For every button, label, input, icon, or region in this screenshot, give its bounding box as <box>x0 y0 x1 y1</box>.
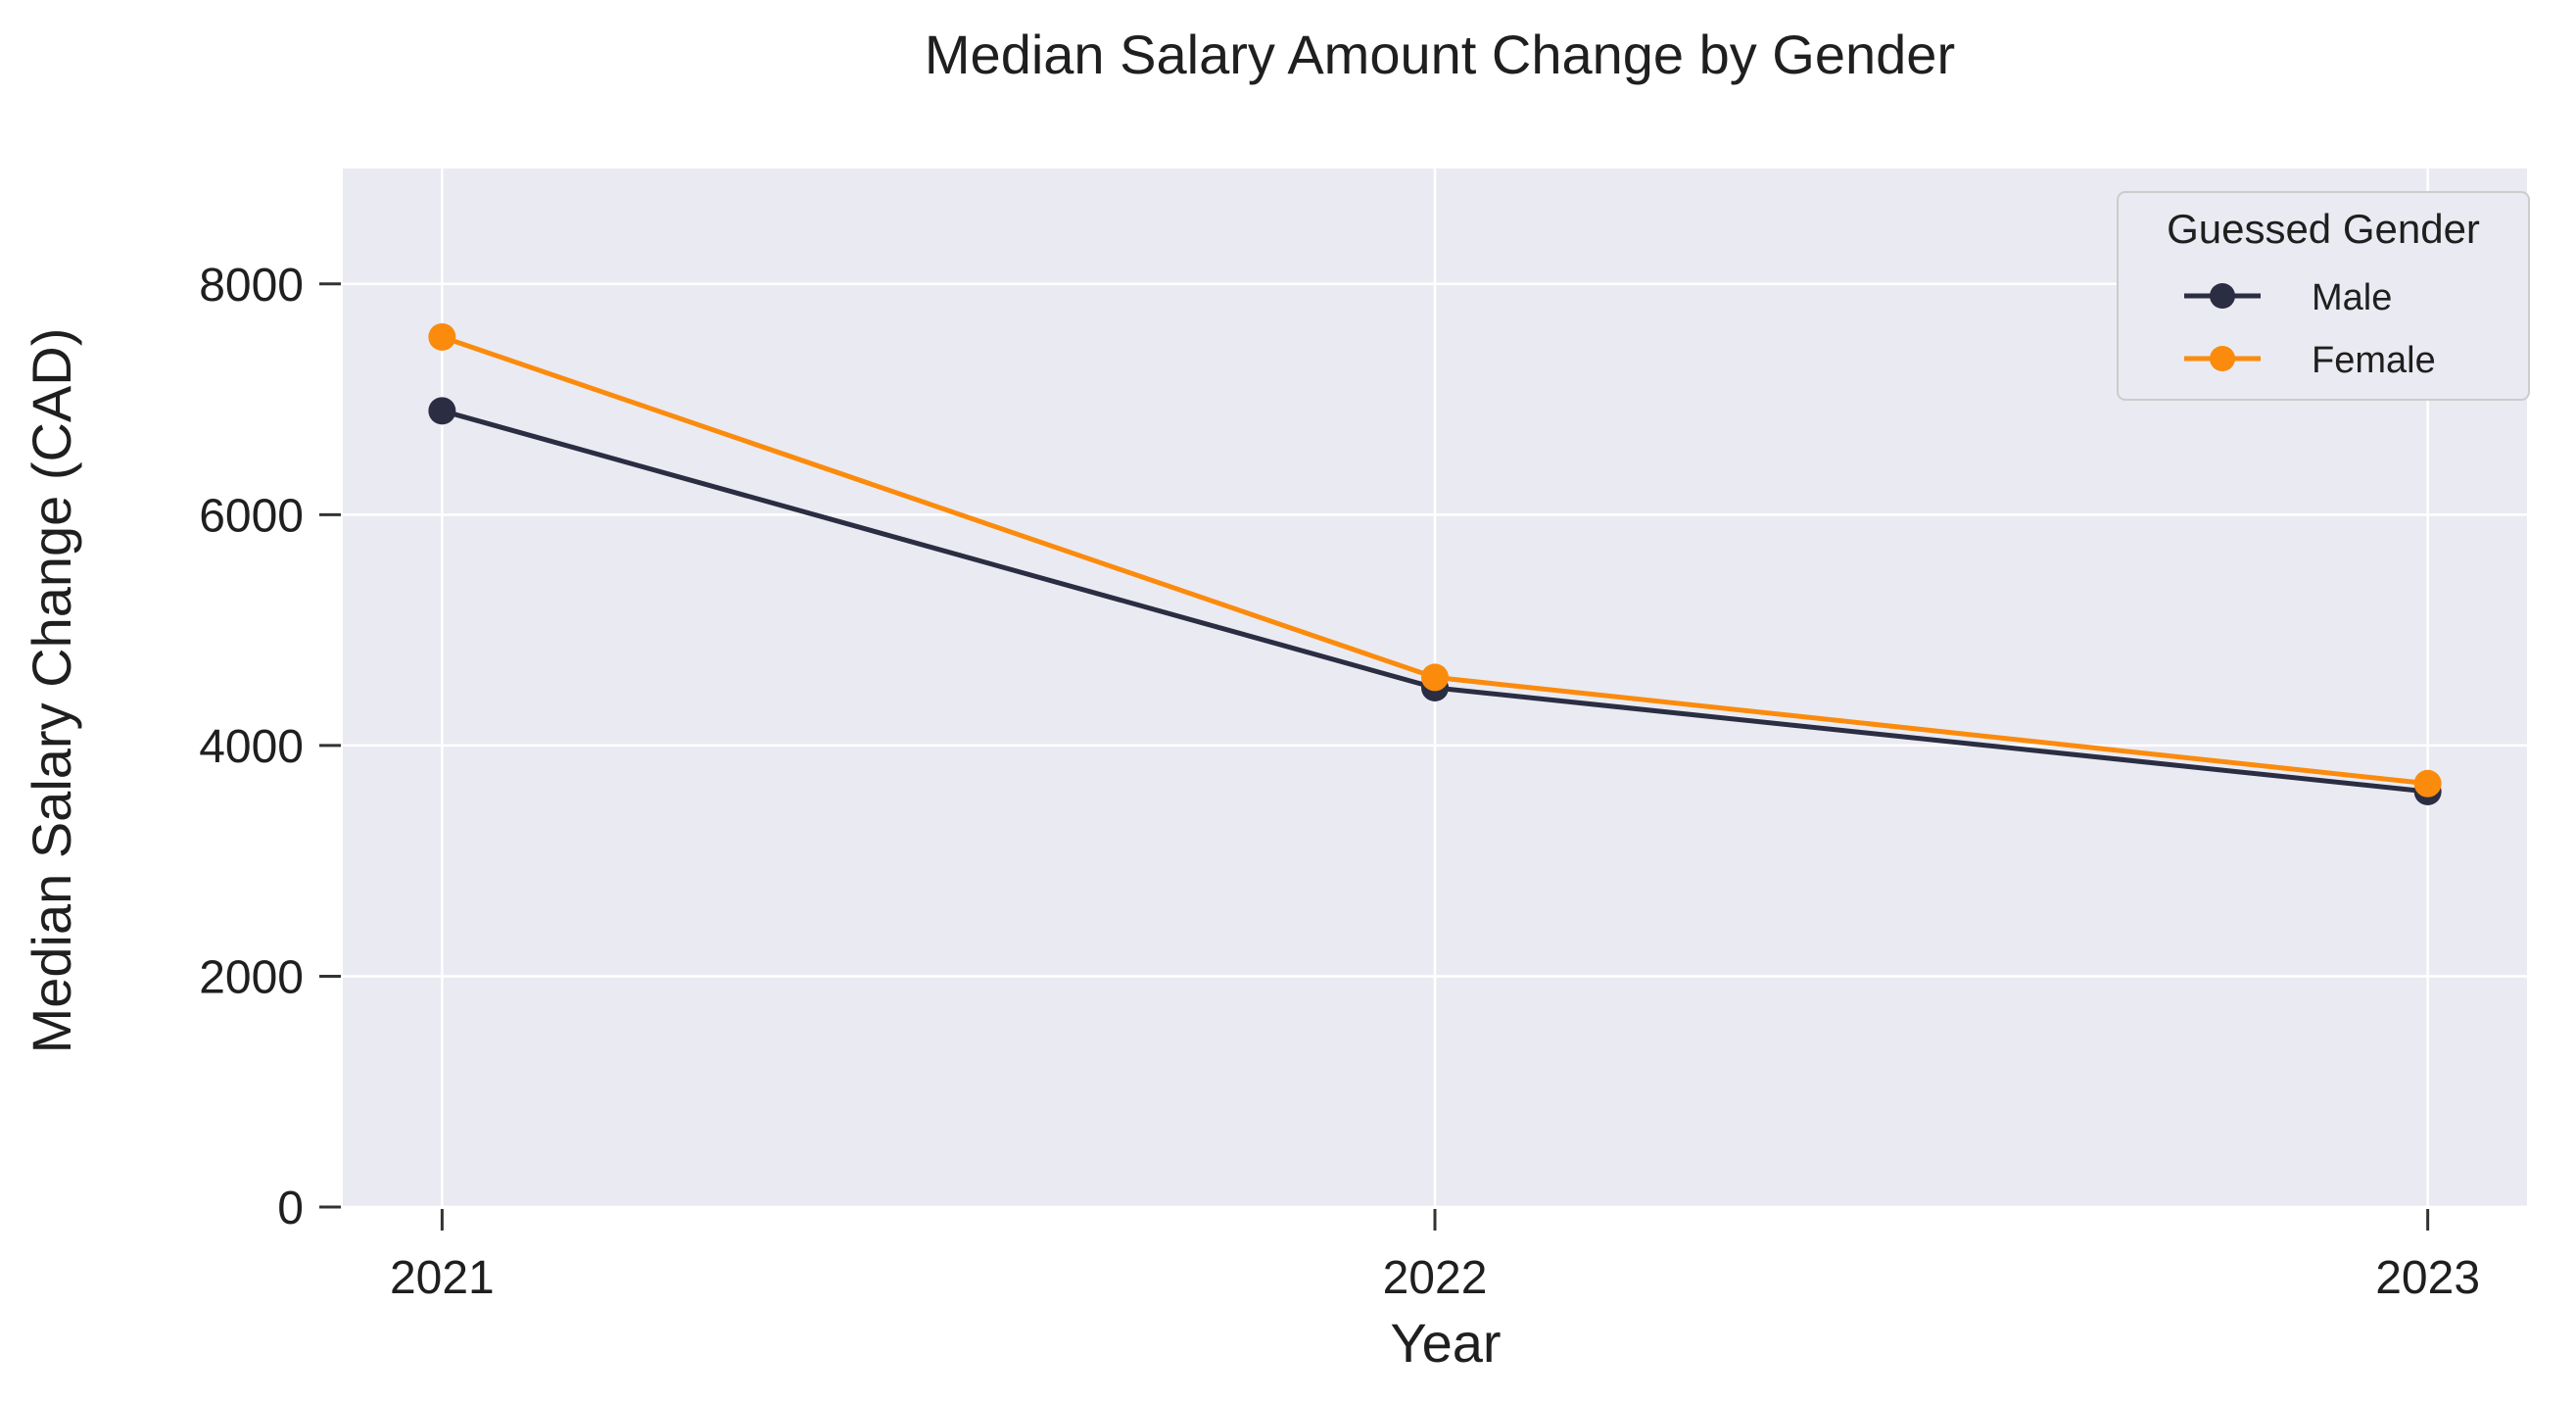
x-tick-label: 2022 <box>1383 1252 1488 1304</box>
y-tick-label: 6000 <box>199 490 304 542</box>
x-tick-label: 2023 <box>2375 1252 2480 1304</box>
y-tick-label: 0 <box>277 1183 304 1234</box>
chart-title: Median Salary Amount Change by Gender <box>925 24 1955 85</box>
data-point-female-2023 <box>2413 769 2442 797</box>
x-axis: 2021 2022 2023 <box>390 1209 2480 1304</box>
legend: Guessed Gender Male Female <box>2117 191 2530 401</box>
y-tick-label: 8000 <box>199 260 304 312</box>
legend-marker-male <box>2210 283 2235 309</box>
x-tick-label: 2021 <box>390 1252 495 1304</box>
data-point-female-2022 <box>1421 663 1449 692</box>
y-tick-label: 4000 <box>199 721 304 773</box>
series-female <box>428 322 2442 797</box>
data-point-female-2021 <box>428 322 456 351</box>
legend-title: Guessed Gender <box>2167 206 2480 252</box>
y-axis: 0 2000 4000 6000 8000 <box>199 260 341 1234</box>
legend-label-male: Male <box>2312 277 2392 318</box>
y-axis-label: Median Salary Change (CAD) <box>21 328 82 1054</box>
x-axis-label: Year <box>1390 1312 1501 1374</box>
legend-marker-female <box>2210 346 2235 371</box>
y-tick-label: 2000 <box>199 951 304 1003</box>
data-point-male-2021 <box>428 397 456 425</box>
legend-label-female: Female <box>2312 340 2436 381</box>
series-layer <box>428 322 2442 805</box>
legend-entries: Male Female <box>2184 277 2436 381</box>
